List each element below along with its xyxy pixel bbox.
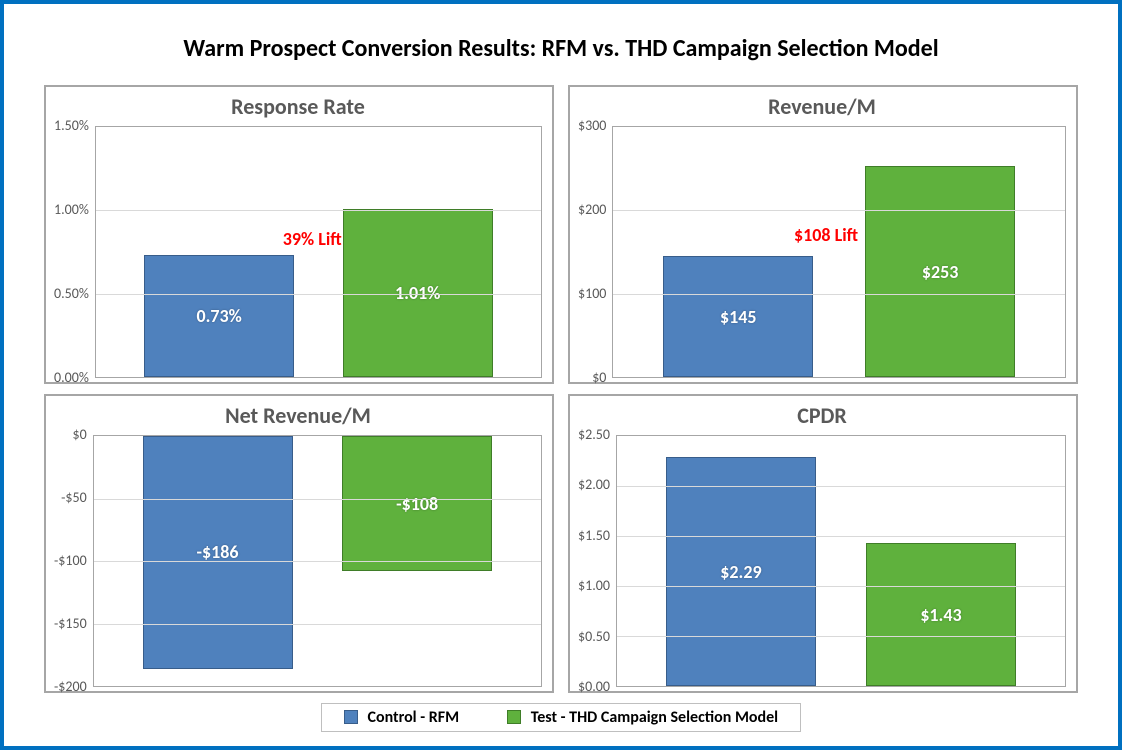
bar-value-label: $253 — [922, 261, 959, 283]
bar-test: $1.43 — [866, 543, 1016, 686]
chart-revenue-m: Revenue/M $300 $200 $100 $0 $145 $253 — [568, 85, 1078, 384]
y-axis: $0 -$50 -$100 -$150 -$200 — [54, 435, 93, 687]
legend-label: Control - RFM — [368, 708, 460, 727]
bars-container: 0.73% 1.01% — [96, 127, 541, 377]
bar-test: -$108 — [342, 436, 492, 571]
y-axis: $2.50 $2.00 $1.50 $1.00 $0.50 $0.00 — [578, 435, 616, 687]
plot-area: $2.50 $2.00 $1.50 $1.00 $0.50 $0.00 $2.2… — [578, 435, 1066, 687]
chart-title: CPDR — [578, 402, 1066, 429]
legend: Control - RFM Test - THD Campaign Select… — [321, 703, 801, 732]
bar-control: 0.73% — [144, 255, 294, 377]
plot-area: 1.50% 1.00% 0.50% 0.00% 0.73% 1.01% 39% — [54, 126, 542, 378]
bar-value-label: $1.43 — [920, 604, 961, 626]
outer-frame: Warm Prospect Conversion Results: RFM vs… — [0, 0, 1122, 750]
bar-test: $253 — [865, 166, 1015, 377]
chart-title: Response Rate — [54, 93, 542, 120]
plot: $2.29 $1.43 — [616, 435, 1066, 687]
chart-title: Net Revenue/M — [54, 402, 542, 429]
chart-title: Revenue/M — [578, 93, 1066, 120]
page-title: Warm Prospect Conversion Results: RFM vs… — [44, 34, 1078, 63]
bar-value-label: -$186 — [196, 541, 238, 563]
chart-net-revenue-m: Net Revenue/M $0 -$50 -$100 -$150 -$200 … — [44, 394, 554, 693]
bar-value-label: $2.29 — [720, 561, 761, 583]
bar-value-label: -$108 — [396, 493, 438, 515]
legend-item-test: Test - THD Campaign Selection Model — [507, 708, 778, 727]
lift-annotation: $108 Lift — [794, 224, 858, 246]
bar-control: $2.29 — [666, 457, 816, 686]
y-axis: $300 $200 $100 $0 — [578, 126, 612, 378]
legend-row: Control - RFM Test - THD Campaign Select… — [44, 703, 1078, 732]
plot: $145 $253 $108 Lift — [612, 126, 1066, 378]
bars-container: $2.29 $1.43 — [617, 436, 1065, 686]
bar-control: $145 — [663, 256, 813, 377]
bar-control: -$186 — [143, 436, 293, 669]
chart-cpdr: CPDR $2.50 $2.00 $1.50 $1.00 $0.50 $0.00… — [568, 394, 1078, 693]
y-axis: 1.50% 1.00% 0.50% 0.00% — [54, 126, 95, 378]
plot-area: $300 $200 $100 $0 $145 $253 $108 Lift — [578, 126, 1066, 378]
bar-value-label: 0.73% — [196, 305, 241, 327]
legend-swatch-icon — [507, 710, 521, 724]
chart-response-rate: Response Rate 1.50% 1.00% 0.50% 0.00% 0.… — [44, 85, 554, 384]
plot: -$186 -$108 — [93, 435, 542, 687]
legend-swatch-icon — [344, 710, 358, 724]
charts-grid: Response Rate 1.50% 1.00% 0.50% 0.00% 0.… — [44, 85, 1078, 693]
lift-annotation: 39% Lift — [283, 228, 342, 250]
legend-item-control: Control - RFM — [344, 708, 459, 727]
bar-value-label: $145 — [720, 306, 757, 328]
plot: 0.73% 1.01% 39% Lift — [95, 126, 542, 378]
legend-label: Test - THD Campaign Selection Model — [531, 708, 778, 727]
plot-area: $0 -$50 -$100 -$150 -$200 -$186 -$108 — [54, 435, 542, 687]
bars-container: $145 $253 — [613, 127, 1065, 377]
